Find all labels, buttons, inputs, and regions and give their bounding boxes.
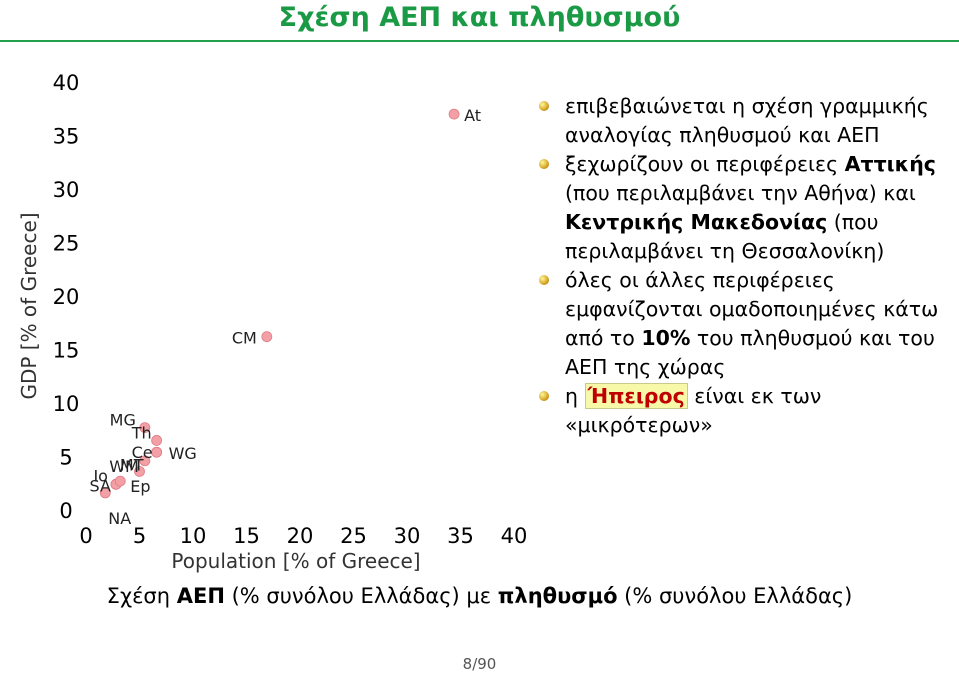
caption-part: (% συνόλου Ελλάδας)	[617, 584, 853, 608]
y-tick-label: 20	[53, 285, 80, 309]
caption-part: Σχέση	[106, 584, 177, 608]
x-tick-label: 25	[340, 524, 367, 548]
title-divider	[0, 40, 959, 42]
caption-part: (% συνόλου Ελλάδας) με	[224, 584, 498, 608]
y-tick-label: 25	[53, 232, 80, 256]
bold-text: Αττικής	[844, 152, 936, 176]
y-tick-label: 0	[59, 499, 72, 523]
bullet-item: όλες οι άλλες περιφέρειες εμφανίζονται ο…	[537, 266, 957, 382]
data-point-label: Ep	[130, 477, 150, 496]
data-point-label: SA	[90, 476, 111, 495]
data-point-label: NA	[108, 509, 131, 528]
data-point	[448, 108, 460, 120]
bullet-item: επιβεβαιώνεται η σχέση γραμμικής αναλογί…	[537, 92, 957, 150]
data-point	[261, 331, 273, 343]
y-tick-label: 15	[53, 339, 80, 363]
bullet-item: ξεχωρίζουν οι περιφέρειες Αττικής (που π…	[537, 150, 957, 266]
x-tick-label: 5	[133, 524, 146, 548]
bullet-item: η Ήπειρος είναι εκ των «μικρότερων»	[537, 382, 957, 440]
page-number: 8/90	[462, 655, 497, 673]
caption-part: ΑΕΠ	[176, 584, 225, 608]
bullet-dot-icon	[539, 275, 549, 285]
data-point	[99, 487, 111, 499]
scatter-chart: 0 5 10 15 20 25 30 35 40 0 5 10 15 20 25 30 35 40 Populati…	[17, 71, 528, 573]
x-tick-label: 10	[180, 524, 207, 548]
bold-text: Κεντρικής Μακεδονίας	[565, 210, 828, 234]
x-tick-label: 40	[501, 524, 528, 548]
bullet-text: (που περιλαμβάνει την Αθήνα) και	[565, 181, 916, 205]
bullet-text: ξεχωρίζουν οι περιφέρειες	[565, 152, 845, 176]
data-point-label: MT	[120, 455, 144, 474]
bullet-text: επιβεβαιώνεται η σχέση γραμμικής αναλογί…	[565, 94, 929, 147]
highlighted-text: Ήπειρος	[584, 383, 688, 409]
y-axis-label: GDP [% of Greece]	[17, 212, 41, 399]
x-axis-label: Population [% of Greece]	[171, 549, 420, 573]
bullet-list: επιβεβαιώνεται η σχέση γραμμικής αναλογί…	[537, 92, 957, 440]
bold-text: 10%	[641, 326, 691, 350]
slide-title: Σχέση ΑΕΠ και πληθυσμού	[278, 2, 681, 33]
data-point	[139, 455, 151, 467]
data-point-label: Ce	[132, 443, 153, 462]
data-point	[114, 475, 126, 487]
data-point-label: WM	[109, 457, 139, 476]
data-point	[151, 446, 163, 458]
bullet-text: η	[565, 384, 585, 408]
x-tick-label: 30	[394, 524, 421, 548]
x-tick-label: 35	[447, 524, 474, 548]
bullet-dot-icon	[539, 101, 549, 111]
y-tick-label: 35	[53, 125, 80, 149]
data-point-label: Th	[131, 423, 152, 442]
bullet-text: είναι εκ των «μικρότερων»	[565, 384, 822, 437]
data-point	[134, 466, 145, 477]
y-tick-label: 10	[53, 392, 80, 416]
data-point-label: CM	[232, 329, 257, 348]
y-tick-label: 5	[59, 446, 72, 470]
x-tick-label: 20	[287, 524, 314, 548]
slide-caption: Σχέση ΑΕΠ (% συνόλου Ελλάδας) με πληθυσμ…	[0, 584, 959, 608]
x-tick-label: 15	[233, 524, 260, 548]
data-point	[151, 435, 163, 446]
data-point-label: At	[464, 106, 481, 125]
y-tick-label: 40	[53, 71, 80, 95]
bullet-text: (που περιλαμβάνει τη Θεσσαλονίκη)	[565, 210, 885, 263]
bullet-text: του πληθυσμού και του ΑΕΠ της χώρας	[565, 326, 935, 379]
caption-part: πληθυσμό	[497, 584, 618, 608]
data-point-label: Io	[93, 466, 108, 485]
data-point-label: MG	[110, 411, 136, 430]
bullet-dot-icon	[539, 159, 549, 169]
bullet-dot-icon	[539, 391, 549, 401]
data-point	[139, 422, 151, 434]
bullet-text: όλες οι άλλες περιφέρειες εμφανίζονται ο…	[565, 268, 939, 350]
data-point-label: WG	[169, 444, 197, 463]
x-tick-label: 0	[79, 524, 92, 548]
y-tick-label: 30	[53, 178, 80, 202]
